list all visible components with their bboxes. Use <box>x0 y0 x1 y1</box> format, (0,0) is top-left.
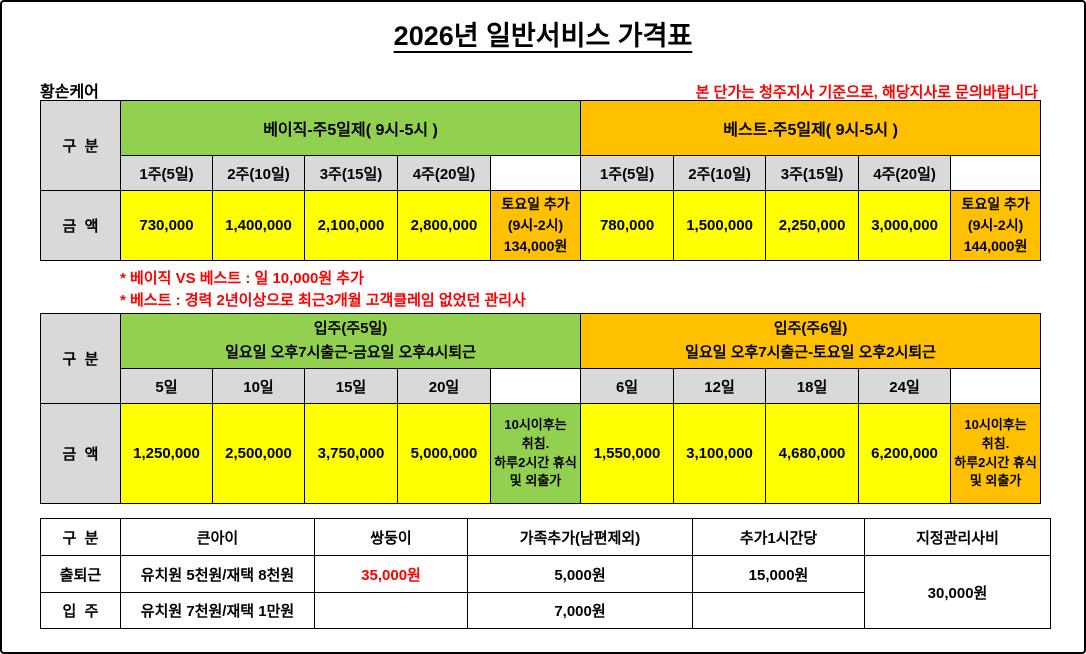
table3-livein-twins <box>314 592 468 629</box>
table3-header-designated-fee: 지정관리사비 <box>864 518 1051 556</box>
table2-week6-price-18d: 4,680,000 <box>765 403 860 504</box>
table3-livein-older-child: 유치원 7천원/재택 1만원 <box>120 592 315 629</box>
table1-basic-price-week4: 2,800,000 <box>397 190 491 261</box>
table1-basic-header: 베이직-주5일제( 9시-5시 ) <box>119 100 582 156</box>
branch-notice: 본 단가는 청주지사 기준으로, 해당지사로 문의바랍니다 <box>695 84 1038 101</box>
table2-week6-col-18d: 18일 <box>765 368 860 404</box>
table1-basic-spacer-cell <box>489 155 582 191</box>
table3-commute-older-child: 유치원 5천원/재택 8천원 <box>120 555 315 593</box>
table3-header-twins: 쌍둥이 <box>314 518 468 556</box>
table1-basic-col-week1: 1주(5일) <box>120 155 213 191</box>
table2-week5-spacer-cell <box>489 368 582 404</box>
footnote-best-qualification: * 베스트 : 경력 2년이상으로 최근3개월 고객클레임 없었던 관리사 <box>120 292 526 309</box>
page-title: 2026년 일반서비스 가격표 <box>393 21 693 51</box>
table3-header-older-child: 큰아이 <box>120 518 315 556</box>
table3-livein-family-add: 7,000원 <box>467 592 693 629</box>
table2-week5-price-5d: 1,250,000 <box>120 403 213 504</box>
table1-category-label: 구 분 <box>40 100 121 191</box>
table2-amount-label: 금 액 <box>40 403 121 504</box>
table3-commute-family-add: 5,000원 <box>467 555 693 593</box>
table1-basic-price-week3: 2,100,000 <box>304 190 398 261</box>
table1-basic-saturday-note: 토요일 추가 (9시-2시) 134,000원 <box>489 190 582 261</box>
table2-week6-header: 입주(주6일) 일요일 오후7시출근-토요일 오후2시퇴근 <box>580 313 1042 369</box>
table2-week6-sleep-note: 10시이후는 취침. 하루2시간 휴식 및 외출가 <box>950 403 1042 504</box>
table1-best-price-week1: 780,000 <box>580 190 675 261</box>
table2-week5-col-20d: 20일 <box>397 368 491 404</box>
table3-livein-per-hour <box>692 592 865 629</box>
footnotes: * 베이직 VS 베스트 : 일 10,000원 추가 * 베스트 : 경력 2… <box>120 268 526 312</box>
table2-category-label: 구 분 <box>40 313 121 404</box>
weekday-table-wrapper: 구 분 베이직-주5일제( 9시-5시 ) 베스트-주5일제( 9시-5시 ) … <box>40 100 1042 261</box>
table1-best-header: 베스트-주5일제( 9시-5시 ) <box>580 100 1042 156</box>
table1-best-spacer-cell <box>950 155 1042 191</box>
table2-week6-spacer-cell <box>950 368 1042 404</box>
table1-basic-price-week1: 730,000 <box>120 190 213 261</box>
table3-livein-label: 입 주 <box>40 592 121 629</box>
table3-header-family-add: 가족추가(남편제외) <box>467 518 693 556</box>
extra-fees-table: 구 분 큰아이 쌍둥이 가족추가(남편제외) 추가1시간당 지정관리사비 출퇴근… <box>40 518 1051 629</box>
table3-designated-fee-value: 30,000원 <box>864 555 1051 629</box>
livein-price-table: 구 분 입주(주5일) 일요일 오후7시출근-금요일 오후4시퇴근 입주(주6일… <box>40 313 1042 504</box>
table2-week5-price-20d: 5,000,000 <box>397 403 491 504</box>
table2-week6-price-6d: 1,550,000 <box>580 403 675 504</box>
livein-table-wrapper: 구 분 입주(주5일) 일요일 오후7시출근-금요일 오후4시퇴근 입주(주6일… <box>40 313 1042 504</box>
table2-week5-sleep-note: 10시이후는 취침. 하루2시간 휴식 및 외출가 <box>489 403 582 504</box>
table2-week5-col-10d: 10일 <box>212 368 305 404</box>
table3-commute-twins: 35,000원 <box>314 555 468 593</box>
table1-best-col-week4: 4주(20일) <box>858 155 952 191</box>
table1-best-price-week4: 3,000,000 <box>858 190 952 261</box>
table1-basic-col-week3: 3주(15일) <box>304 155 398 191</box>
table1-basic-price-week2: 1,400,000 <box>212 190 305 261</box>
table2-week5-price-15d: 3,750,000 <box>304 403 398 504</box>
table3-commute-per-hour: 15,000원 <box>692 555 865 593</box>
table1-best-col-week3: 3주(15일) <box>765 155 860 191</box>
table1-best-saturday-note: 토요일 추가 (9시-2시) 144,000원 <box>950 190 1042 261</box>
table1-amount-label: 금 액 <box>40 190 121 261</box>
table1-basic-col-week4: 4주(20일) <box>397 155 491 191</box>
table1-best-col-week2: 2주(10일) <box>673 155 767 191</box>
table2-week5-header: 입주(주5일) 일요일 오후7시출근-금요일 오후4시퇴근 <box>119 313 582 369</box>
table2-week5-price-10d: 2,500,000 <box>212 403 305 504</box>
table2-week5-col-5d: 5일 <box>120 368 213 404</box>
table2-week6-col-6d: 6일 <box>580 368 675 404</box>
company-name: 황손케어 <box>40 84 99 101</box>
table1-best-price-week2: 1,500,000 <box>673 190 767 261</box>
table3-header-per-hour: 추가1시간당 <box>692 518 865 556</box>
footnote-basic-vs-best: * 베이직 VS 베스트 : 일 10,000원 추가 <box>120 270 364 287</box>
table1-basic-col-week2: 2주(10일) <box>212 155 305 191</box>
table1-best-price-week3: 2,250,000 <box>765 190 860 261</box>
table1-best-col-week1: 1주(5일) <box>580 155 675 191</box>
table3-commute-label: 출퇴근 <box>40 555 121 593</box>
weekday-price-table: 구 분 베이직-주5일제( 9시-5시 ) 베스트-주5일제( 9시-5시 ) … <box>40 100 1042 261</box>
table2-week6-price-12d: 3,100,000 <box>673 403 767 504</box>
table2-week6-col-24d: 24일 <box>858 368 952 404</box>
table2-week5-col-15d: 15일 <box>304 368 398 404</box>
extra-fees-table-wrapper: 구 분 큰아이 쌍둥이 가족추가(남편제외) 추가1시간당 지정관리사비 출퇴근… <box>40 518 1051 629</box>
table2-week6-col-12d: 12일 <box>673 368 767 404</box>
table2-week6-price-24d: 6,200,000 <box>858 403 952 504</box>
table3-header-category: 구 분 <box>40 518 121 556</box>
